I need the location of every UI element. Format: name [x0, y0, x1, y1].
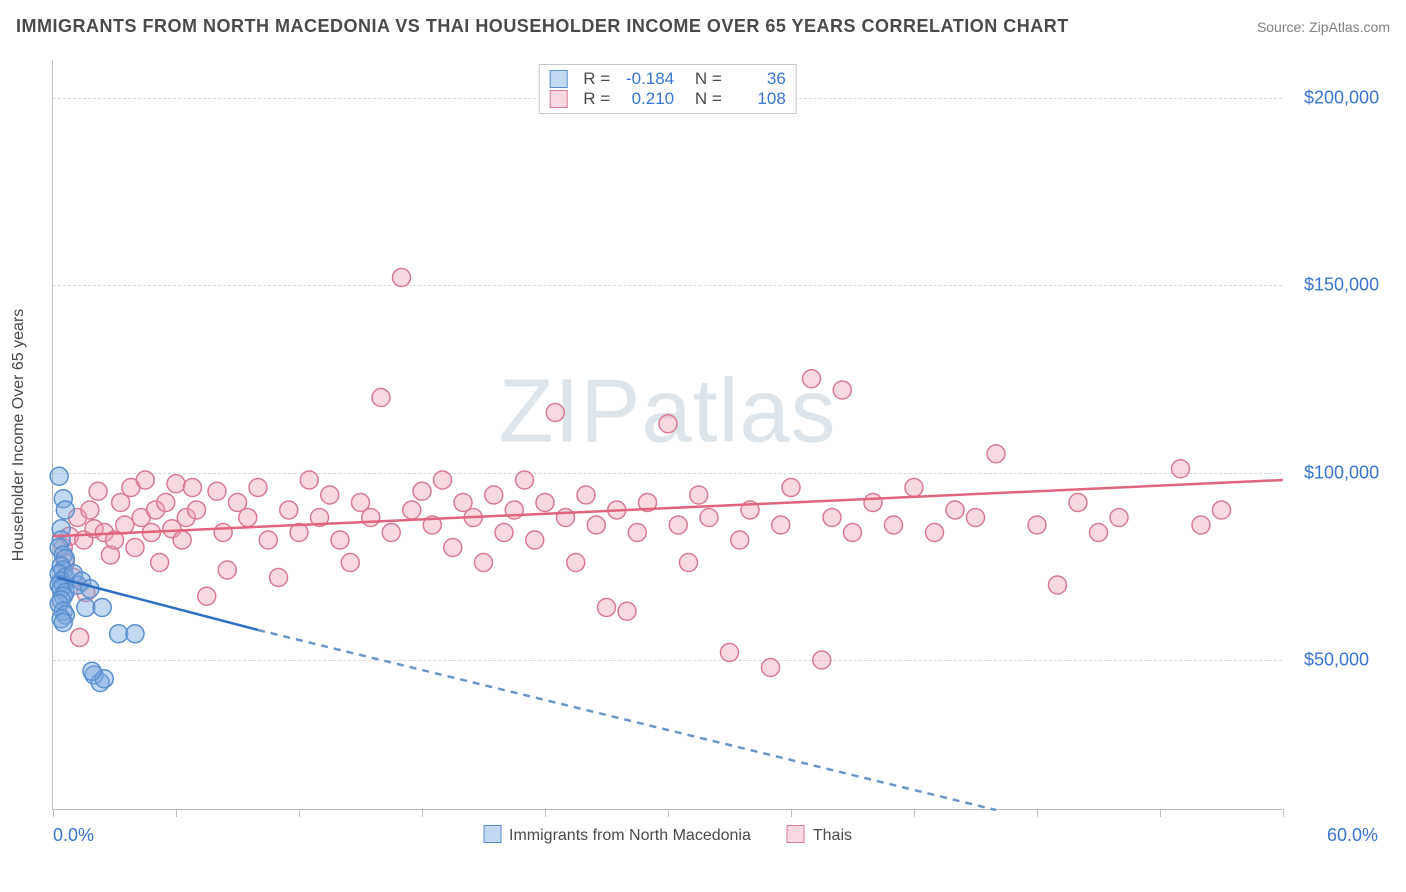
swatch-blue-icon [483, 825, 501, 843]
source-attribution: Source: ZipAtlas.com [1257, 19, 1390, 35]
y-tick-label: $200,000 [1304, 87, 1379, 108]
x-tick [914, 809, 915, 817]
r-label: R = [583, 89, 610, 109]
x-tick [545, 809, 546, 817]
x-tick [791, 809, 792, 817]
x-tick [53, 809, 54, 817]
legend-item-pink: Thais [787, 825, 852, 845]
swatch-blue-icon [549, 70, 567, 88]
r-value-blue: -0.184 [618, 69, 674, 89]
y-tick-label: $150,000 [1304, 275, 1379, 296]
n-value-blue: 36 [730, 69, 786, 89]
swatch-pink-icon [549, 90, 567, 108]
n-value-pink: 108 [730, 89, 786, 109]
source-name: ZipAtlas.com [1309, 19, 1390, 35]
chart-plot-area: Householder Income Over 65 years ZIPatla… [52, 60, 1282, 810]
x-tick [1160, 809, 1161, 817]
chart-title: IMMIGRANTS FROM NORTH MACEDONIA VS THAI … [16, 16, 1069, 37]
y-tick-label: $100,000 [1304, 462, 1379, 483]
source-prefix: Source: [1257, 19, 1309, 35]
header: IMMIGRANTS FROM NORTH MACEDONIA VS THAI … [16, 16, 1390, 37]
legend-label-blue: Immigrants from North Macedonia [509, 827, 751, 844]
swatch-pink-icon [787, 825, 805, 843]
y-tick-label: $50,000 [1304, 650, 1369, 671]
n-label: N = [695, 69, 722, 89]
y-axis-label: Householder Income Over 65 years [10, 308, 28, 561]
r-label: R = [583, 69, 610, 89]
n-label: N = [695, 89, 722, 109]
x-tick [299, 809, 300, 817]
scatter-svg [53, 60, 1282, 809]
legend-row-blue: R = -0.184 N = 36 [549, 69, 786, 89]
legend-item-blue: Immigrants from North Macedonia [483, 825, 751, 845]
x-axis-min-label: 0.0% [53, 825, 94, 846]
x-tick [176, 809, 177, 817]
x-tick [1283, 809, 1284, 817]
x-axis-max-label: 60.0% [1327, 825, 1378, 846]
legend-row-pink: R = 0.210 N = 108 [549, 89, 786, 109]
legend-label-pink: Thais [813, 827, 852, 844]
x-tick [422, 809, 423, 817]
correlation-legend: R = -0.184 N = 36 R = 0.210 N = 108 [538, 64, 797, 114]
r-value-pink: 0.210 [618, 89, 674, 109]
x-tick [668, 809, 669, 817]
series-legend: Immigrants from North Macedonia Thais [483, 825, 852, 845]
x-tick [1037, 809, 1038, 817]
